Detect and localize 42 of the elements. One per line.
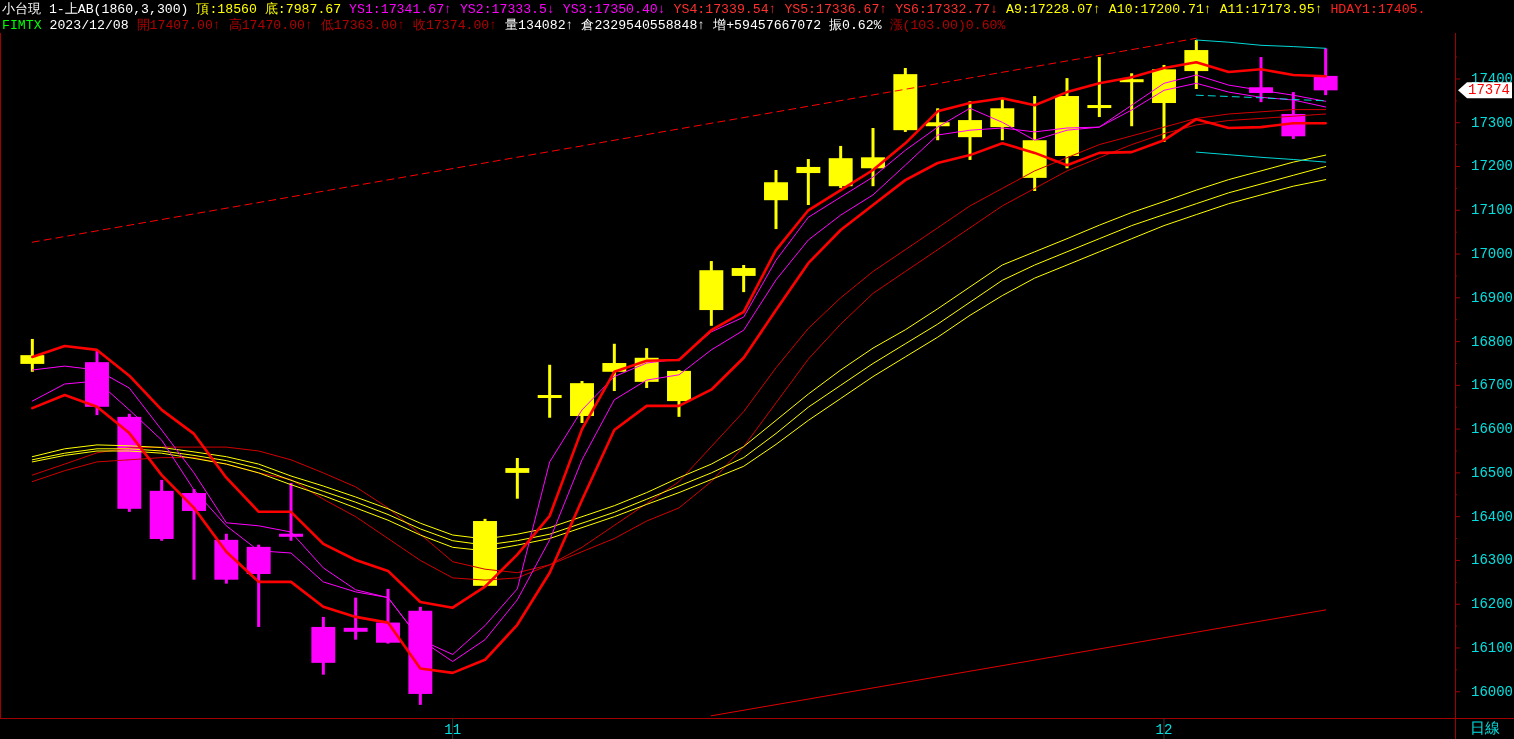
- text: 小台現 1-上AB(1860,3,300): [2, 1, 189, 17]
- y-tick-label: 17300: [1471, 114, 1514, 131]
- text: HDAY1:17405.: [1322, 1, 1426, 17]
- text: 底:7987.67: [256, 1, 342, 17]
- x-tick-label: 11: [444, 722, 462, 738]
- x-tick-label: 12: [1155, 722, 1173, 738]
- text: YS6:17332.77↓: [887, 1, 999, 17]
- y-tick-label: 16900: [1471, 289, 1514, 306]
- text: 振0.62%: [821, 17, 882, 33]
- y-tick-label: 16800: [1471, 333, 1514, 350]
- y-tick-label: 16700: [1471, 377, 1514, 394]
- y-tick-label: 16000: [1471, 683, 1514, 700]
- text: A11:17173.95↑: [1211, 1, 1323, 17]
- price-flag: 17374: [1458, 82, 1512, 99]
- text: 增+59457667072: [705, 17, 822, 33]
- y-tick-label: 17100: [1471, 202, 1514, 219]
- text: YS3:17350.40↓: [554, 1, 666, 17]
- text: FIMTX: [2, 17, 42, 33]
- text: 收17374.00↑: [405, 17, 498, 33]
- text: YS2:17333.5↓: [451, 1, 555, 17]
- y-tick-label: 16100: [1471, 639, 1514, 656]
- y-tick-label: 16300: [1471, 552, 1514, 569]
- text: 開17407.00↑: [128, 17, 221, 33]
- y-tick-label: 17000: [1471, 246, 1514, 263]
- text: 頂:18560: [188, 1, 258, 17]
- text: 漲(103.00)0.60%: [881, 17, 1006, 33]
- text: YS4:17339.54↑: [665, 1, 777, 17]
- text: 低17363.00↑: [312, 17, 406, 33]
- text: 量134082↑: [497, 17, 574, 33]
- text: A9:17228.07↑: [998, 1, 1101, 17]
- text: 2023/12/08: [41, 17, 129, 33]
- y-tick-label: 16400: [1471, 508, 1514, 525]
- text: A10:17200.71↑: [1100, 1, 1212, 17]
- text: YS5:17336.67↑: [776, 1, 888, 17]
- text: YS1:17341.67↑: [341, 1, 452, 17]
- y-tick-label: 16600: [1471, 421, 1514, 438]
- text: 日線: [1469, 721, 1500, 738]
- y-tick-label: 16500: [1471, 464, 1514, 481]
- text: 高17470.00↑: [220, 16, 313, 33]
- y-tick-label: 16200: [1471, 596, 1514, 613]
- y-tick-label: 17200: [1471, 158, 1514, 175]
- text: 倉2329540558848↑: [573, 17, 706, 33]
